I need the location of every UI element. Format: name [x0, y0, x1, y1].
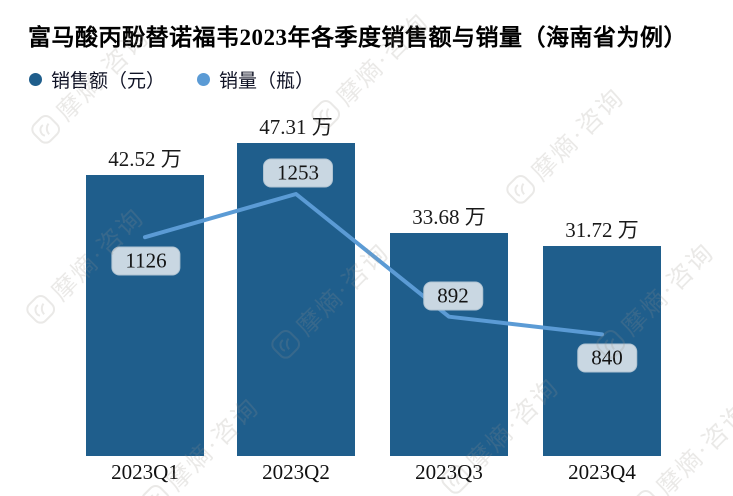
bar-value-2023q1: 42.52 万	[108, 146, 182, 171]
volume-label-2023q2: 1253	[263, 158, 333, 188]
legend-dot-sales-icon	[29, 73, 42, 86]
x-label-2023q1: 2023Q1	[111, 460, 179, 484]
x-label-2023q3: 2023Q3	[415, 460, 483, 484]
bar-2023q2	[237, 142, 355, 456]
legend-dot-volume-icon	[197, 73, 211, 86]
bar-value-2023q2: 47.31 万	[259, 114, 333, 139]
legend-label-volume: 销量（瓶）	[219, 71, 315, 92]
bar-2023q3	[390, 233, 508, 456]
legend-label-sales: 销售额（元）	[51, 71, 166, 92]
legend-item-sales: 销售额（元）	[29, 66, 165, 93]
x-label-2023q4: 2023Q4	[568, 460, 636, 484]
volume-label-2023q3: 892	[423, 281, 483, 311]
bar-value-2023q4: 31.72 万	[565, 218, 639, 242]
volume-label-2023q4: 840	[577, 343, 637, 373]
chart-title: 富马酸丙酚替诺福韦2023年各季度销售额与销量（海南省为例）	[28, 25, 687, 50]
volume-label-2023q1: 1126	[111, 246, 181, 276]
bar-value-2023q3: 33.68 万	[412, 205, 486, 230]
bar-2023q1	[86, 174, 204, 456]
legend: 销售额（元） 销量（瓶）	[29, 66, 314, 93]
legend-item-volume: 销量（瓶）	[197, 66, 314, 93]
x-label-2023q2: 2023Q2	[262, 460, 330, 484]
